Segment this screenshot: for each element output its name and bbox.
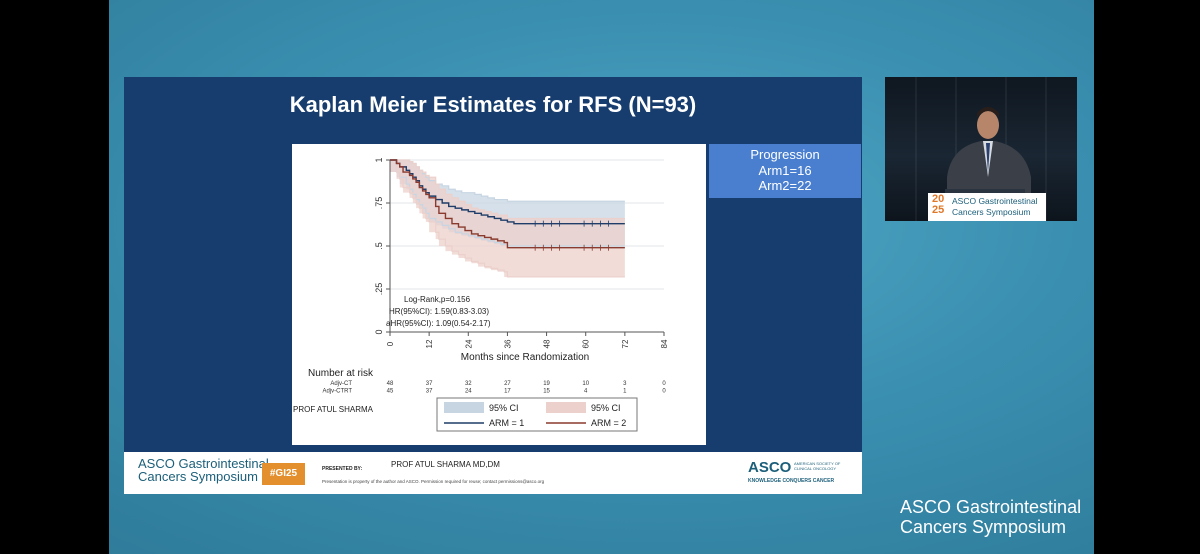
- risk-table-value: 32: [465, 381, 472, 387]
- letterbox-right: [1094, 0, 1200, 554]
- x-tick-label: 24: [464, 339, 473, 348]
- asco-logo-subtitle: AMERICAN SOCIETY OF CLINICAL ONCOLOGY: [794, 461, 840, 471]
- risk-table-value: 1: [623, 389, 627, 395]
- letterbox-left: [0, 0, 109, 554]
- watermark-line2: Cancers Symposium: [900, 517, 1067, 537]
- asco-subtitle-line2: CLINICAL ONCOLOGY: [794, 466, 837, 471]
- risk-table-value: 4: [584, 389, 588, 395]
- risk-table-row-label: Adjv-CTRT: [322, 389, 352, 395]
- y-tick-label: .25: [374, 283, 384, 296]
- hashtag-badge: #GI25: [262, 463, 305, 485]
- y-tick-label: 0: [374, 329, 384, 334]
- podium-brand-line2: Cancers Symposium: [952, 207, 1031, 217]
- legend-swatch-ci-arm2: [546, 402, 586, 413]
- legend-label: 95% CI: [489, 403, 519, 413]
- legend-label: ARM = 2: [591, 418, 626, 428]
- y-tick-label: 1: [374, 157, 384, 162]
- legend-swatch-ci-arm1: [444, 402, 484, 413]
- stat-annotation: aHR(95%CI): 1.09(0.54-2.17): [386, 319, 491, 328]
- podium-year: 20 25: [932, 194, 944, 216]
- podium-year-top: 20: [932, 193, 945, 205]
- stat-annotation: Log-Rank,p=0.156: [404, 295, 471, 304]
- risk-table-value: 17: [504, 389, 511, 395]
- footer-brand-line2: Cancers Symposium: [138, 469, 258, 484]
- progression-arm2: Arm2=22: [758, 178, 812, 193]
- progression-heading: Progression: [750, 147, 820, 162]
- risk-table-row-label: Adjv-CT: [330, 381, 352, 387]
- km-chart-panel: 0.25.5.75 1 0 12 24 36 48 60 72 84 Months since Ra…: [292, 144, 706, 445]
- survival-curve: [390, 159, 625, 249]
- risk-table-value: 10: [582, 381, 589, 387]
- watermark-line1: ASCO Gastrointestinal: [900, 497, 1082, 517]
- watermark-logo: ASCO Gastrointestinal Cancers Symposium: [900, 497, 1081, 537]
- stat-annotation: HR(95%CI): 1.59(0.83-3.03): [389, 307, 489, 316]
- x-axis-label: Months since Randomization: [461, 352, 589, 363]
- risk-table-value: 45: [387, 389, 394, 395]
- slide-title: Kaplan Meier Estimates for RFS (N=93): [289, 92, 697, 117]
- asco-logo: ASCO: [748, 459, 792, 476]
- x-tick-label: 48: [543, 339, 552, 348]
- x-tick-label: 12: [425, 339, 434, 348]
- podium-brand: ASCO Gastrointestinal Cancers Symposium: [952, 196, 1038, 218]
- risk-table-value: 15: [543, 389, 550, 395]
- podium-year-bottom: 25: [932, 204, 945, 216]
- presenter-name: PROF ATUL SHARMA MD,DM: [391, 460, 500, 469]
- x-tick-label: 72: [621, 339, 630, 348]
- x-tick-label: 36: [503, 339, 512, 348]
- footer-disclaimer: Presentation is property of the author a…: [322, 479, 545, 484]
- footer-brand-line1: ASCO Gastrointestinal: [138, 456, 269, 471]
- risk-table-value: 27: [504, 381, 511, 387]
- x-tick-label: 84: [660, 339, 669, 348]
- podium-brand-line1: ASCO Gastrointestinal: [952, 196, 1038, 206]
- presented-by-label: PRESENTED BY:: [322, 466, 363, 472]
- risk-table-value: 3: [623, 381, 627, 387]
- progression-box: Progression Arm1=16 Arm2=22: [709, 144, 861, 198]
- ci-lower-line: [390, 159, 625, 278]
- risk-table-value: 19: [543, 381, 550, 387]
- y-tick-label: .75: [374, 197, 384, 210]
- risk-table-title: Number at risk: [308, 368, 374, 379]
- asco-tagline: KNOWLEDGE CONQUERS CANCER: [748, 478, 835, 484]
- podium-sign: 20 25 ASCO Gastrointestinal Cancers Symp…: [928, 193, 1046, 221]
- legend-label: ARM = 1: [489, 418, 524, 428]
- progression-arm1: Arm1=16: [758, 162, 812, 178]
- x-tick-label: 60: [582, 339, 591, 348]
- risk-table-value: 48: [387, 381, 394, 387]
- ci-upper-line: [390, 159, 625, 220]
- asco-subtitle-line1: AMERICAN SOCIETY OF: [794, 461, 841, 466]
- risk-table-value: 24: [465, 389, 472, 395]
- risk-table-value: 0: [662, 381, 666, 387]
- slide-footer: ASCO Gastrointestinal Cancers Symposium …: [124, 452, 862, 494]
- risk-table-value: 37: [426, 389, 433, 395]
- footer-brand: ASCO Gastrointestinal Cancers Symposium: [138, 457, 269, 483]
- author-label: PROF ATUL SHARMA: [293, 405, 374, 414]
- speaker-video: 20 25 ASCO Gastrointestinal Cancers Symp…: [885, 77, 1077, 221]
- legend-label: 95% CI: [591, 403, 621, 413]
- risk-table-value: 37: [426, 381, 433, 387]
- x-tick-label: 0: [386, 341, 395, 346]
- risk-table-value: 0: [662, 389, 666, 395]
- y-tick-label: .5: [374, 242, 384, 250]
